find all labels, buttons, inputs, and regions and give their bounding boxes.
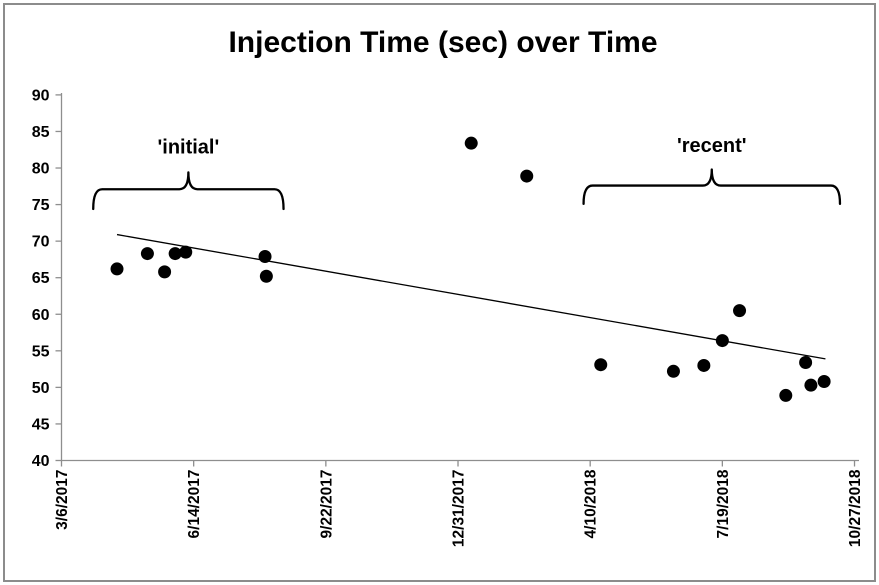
y-tick-label: 50	[32, 380, 50, 397]
data-point	[594, 358, 608, 372]
data-point	[179, 245, 193, 259]
data-point	[733, 304, 747, 318]
x-tick-label: 3/6/2017	[54, 470, 71, 530]
initial-bracket	[92, 171, 285, 211]
y-tick-label: 85	[32, 124, 50, 141]
y-tick-label: 60	[32, 307, 50, 324]
chart-title: Injection Time (sec) over Time	[228, 26, 657, 59]
x-tick-label: 7/19/2018	[715, 469, 732, 538]
y-tick-label: 45	[32, 416, 50, 433]
y-tick-label: 65	[32, 270, 50, 287]
x-tick-label: 10/27/2018	[847, 469, 864, 547]
trend-line	[116, 233, 826, 360]
recent-bracket	[582, 168, 842, 205]
data-point	[779, 388, 793, 402]
y-tick-label: 75	[32, 197, 50, 214]
recent-bracket-label: 'recent'	[677, 135, 747, 157]
y-tick-label: 40	[32, 453, 50, 470]
data-point	[804, 378, 818, 392]
data-point	[110, 262, 124, 276]
data-point	[140, 247, 154, 261]
data-point	[168, 247, 182, 261]
data-point	[464, 136, 478, 150]
data-point	[258, 249, 272, 263]
injection-time-scatter-chart: Injection Time (sec) over Time 40 45 50 55 6…	[32, 26, 864, 547]
data-point	[697, 358, 711, 372]
x-tick-label: 12/31/2017	[451, 470, 468, 548]
chart-frame: Injection Time (sec) over Time 40 45 50 55 6…	[3, 3, 876, 582]
plot-area: 40 45 50 55 60 65 70 75 80 85 90 3/6/2017 6/14/2017 9…	[32, 87, 864, 547]
y-tick-label: 55	[32, 343, 50, 360]
y-tick-label: 90	[32, 87, 50, 104]
initial-bracket-label: 'initial'	[158, 136, 220, 158]
data-point	[259, 269, 273, 283]
data-point	[715, 334, 729, 348]
x-tick-label: 4/10/2018	[583, 469, 600, 538]
data-point	[666, 364, 680, 378]
data-point	[799, 356, 813, 370]
data-point	[520, 169, 534, 183]
data-point	[817, 375, 831, 389]
y-tick-label: 70	[32, 234, 50, 251]
x-tick-label: 9/22/2017	[318, 470, 335, 539]
x-tick-label: 6/14/2017	[186, 470, 203, 539]
data-point	[158, 265, 172, 279]
y-tick-label: 80	[32, 161, 50, 178]
